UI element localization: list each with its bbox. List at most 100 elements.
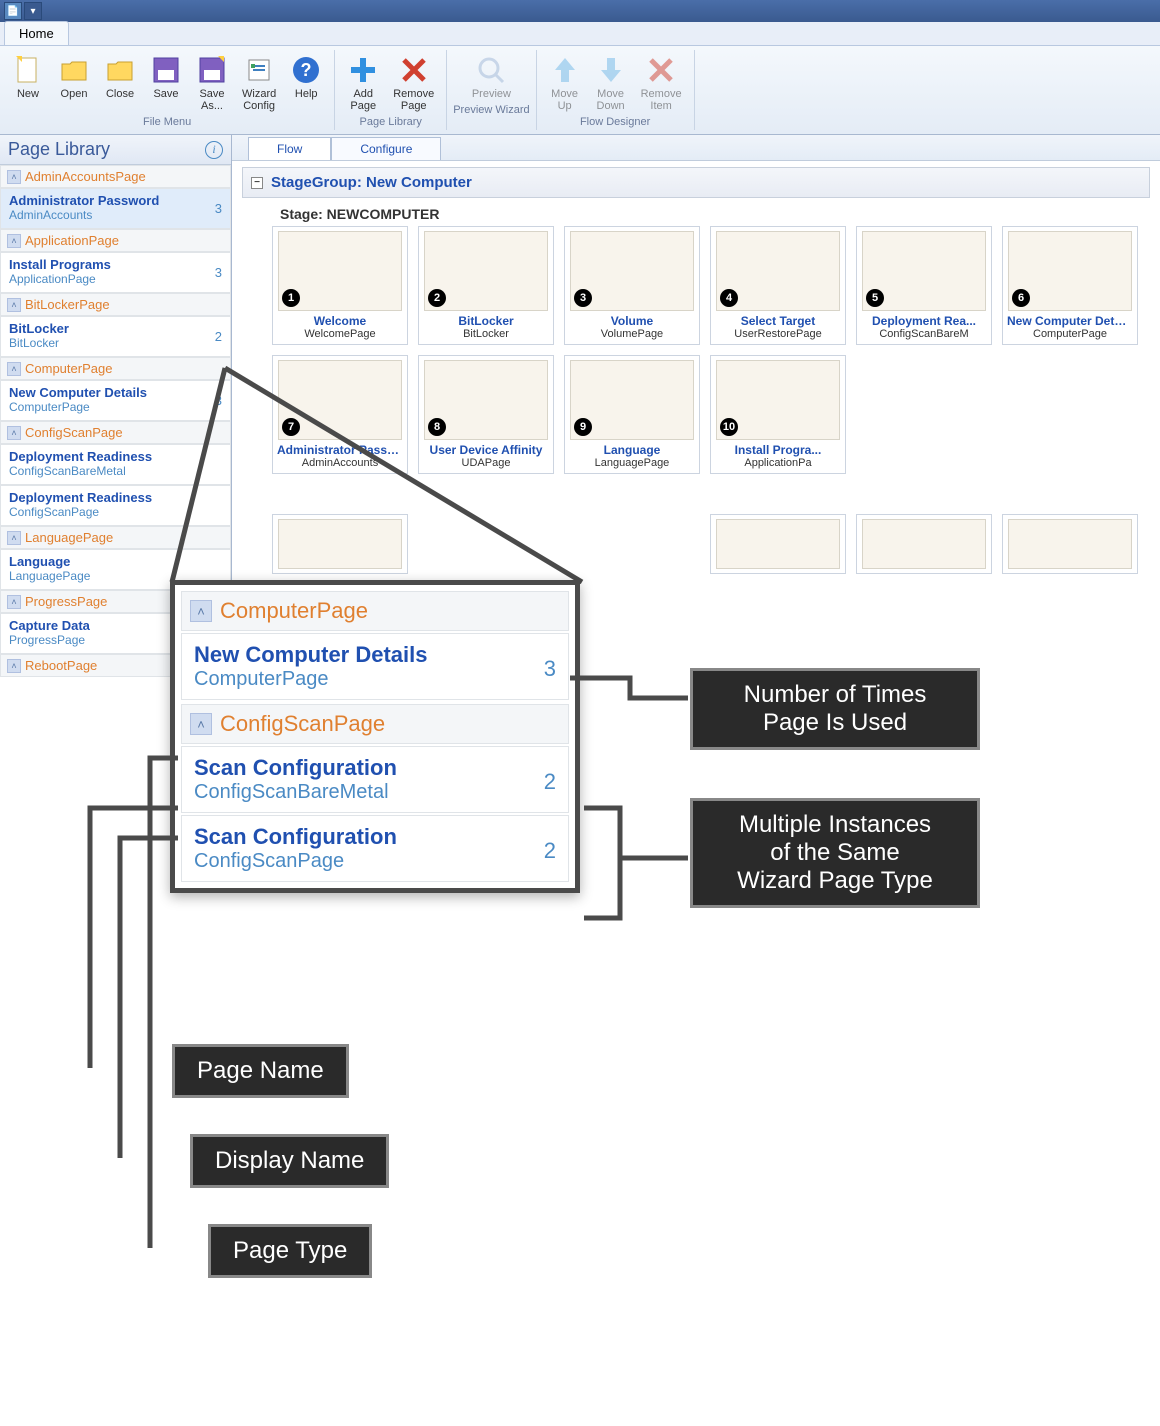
thumbnail[interactable] — [710, 514, 846, 574]
thumbnail-3[interactable]: 3VolumeVolumePage — [564, 226, 700, 345]
preview-icon — [475, 54, 507, 86]
page-name: Administrator Password — [9, 193, 159, 208]
thumbnail-1[interactable]: 1WelcomeWelcomePage — [272, 226, 408, 345]
thumb-subtitle: VolumePage — [569, 328, 695, 340]
thumb-title: New Computer Details — [1007, 314, 1133, 328]
thumb-subtitle: BitLocker — [423, 328, 549, 340]
chevron-up-icon: ˄ — [7, 170, 21, 184]
group-name: ApplicationPage — [25, 233, 119, 248]
tab-flow[interactable]: Flow — [248, 137, 331, 160]
thumb-title: Welcome — [277, 314, 403, 328]
group-name: ProgressPage — [25, 594, 107, 609]
sidebar-group-header[interactable]: ˄ConfigScanPage — [0, 421, 231, 444]
down-icon — [595, 54, 627, 86]
zoom-page-type: ConfigScanPage — [194, 850, 397, 873]
ribbon-btn-label: WizardConfig — [242, 88, 276, 112]
ribbon-btn-preview: Preview — [466, 52, 517, 102]
sidebar-page-item[interactable]: Deployment ReadinessConfigScanPage — [0, 485, 231, 526]
thumbnail-7[interactable]: 7Administrator Passw...AdminAccounts — [272, 355, 408, 474]
page-count: 3 — [215, 257, 222, 280]
sidebar-group-header[interactable]: ˄ComputerPage — [0, 357, 231, 380]
thumb-number: 1 — [282, 289, 300, 307]
thumb-number: 7 — [282, 418, 300, 436]
remove-icon — [398, 54, 430, 86]
ribbon-btn-save[interactable]: Save — [144, 52, 188, 114]
sidebar-page-item[interactable]: Deployment ReadinessConfigScanBareMetal — [0, 444, 231, 485]
page-type: AdminAccounts — [9, 208, 159, 222]
ribbon-btn-wizard-config[interactable]: WizardConfig — [236, 52, 282, 114]
thumbnail-6[interactable]: 6New Computer DetailsComputerPage — [1002, 226, 1138, 345]
ribbon-group: AddPageRemovePagePage Library — [335, 50, 447, 130]
sidebar-page-item[interactable]: Capture DataProgressPage — [0, 613, 231, 654]
thumbnail[interactable] — [1002, 514, 1138, 574]
thumb-preview: 1 — [278, 231, 402, 311]
thumbnail-4[interactable]: 4Select TargetUserRestorePage — [710, 226, 846, 345]
ribbon-btn-close[interactable]: Close — [98, 52, 142, 114]
zoom-count: 2 — [544, 824, 556, 864]
thumb-title: Administrator Passw... — [277, 443, 403, 457]
thumb-title: Select Target — [715, 314, 841, 328]
thumb-subtitle: LanguagePage — [569, 457, 695, 469]
page-type: ConfigScanBareMetal — [9, 464, 152, 478]
thumb-title: Deployment Rea... — [861, 314, 987, 328]
sidebar-page-item[interactable]: BitLockerBitLocker2 — [0, 316, 231, 357]
zoom-page-name: Scan Configuration — [194, 755, 397, 781]
sidebar-page-item[interactable]: Administrator PasswordAdminAccounts3 — [0, 188, 231, 229]
thumb-subtitle: ComputerPage — [1007, 328, 1133, 340]
ribbon-btn-open[interactable]: Open — [52, 52, 96, 114]
thumbnail-9[interactable]: 9 LanguageLanguagePage — [564, 355, 700, 474]
ribbon-btn-label: Help — [295, 88, 318, 100]
ribbon-btn-move-down: MoveDown — [589, 52, 633, 114]
save-icon — [150, 54, 182, 86]
sidebar-group-header[interactable]: ˄LanguagePage — [0, 526, 231, 549]
thumbnail[interactable] — [272, 514, 408, 574]
sidebar-group-header[interactable]: ˄RebootPage — [0, 654, 231, 677]
title-bar: 📄 ▾ — [0, 0, 1160, 22]
group-name: BitLockerPage — [25, 297, 110, 312]
ribbon-btn-label: Close — [106, 88, 134, 100]
thumb-number: 9 — [574, 418, 592, 436]
stagegroup-header[interactable]: − StageGroup: New Computer — [242, 167, 1150, 198]
ribbon-btn-remove-page[interactable]: RemovePage — [387, 52, 440, 114]
sidebar-group-header[interactable]: ˄ApplicationPage — [0, 229, 231, 252]
sidebar-group-header[interactable]: ˄AdminAccountsPage — [0, 165, 231, 188]
thumb-title: Language — [569, 443, 695, 457]
sidebar-page-item[interactable]: LanguageLanguagePage — [0, 549, 231, 590]
svg-text:?: ? — [301, 60, 312, 80]
app-dropdown-icon[interactable]: ▾ — [24, 2, 42, 20]
info-icon[interactable]: i — [205, 141, 223, 159]
thumbnail-2[interactable]: 2BitLockerBitLocker — [418, 226, 554, 345]
ribbon-btn-add-page[interactable]: AddPage — [341, 52, 385, 114]
thumbnail[interactable] — [856, 514, 992, 574]
ribbon-btn-label: RemoveItem — [641, 88, 682, 112]
page-name: New Computer Details — [9, 385, 147, 400]
thumb-preview: 5 — [862, 231, 986, 311]
sidebar-page-item[interactable]: New Computer DetailsComputerPage3 — [0, 380, 231, 421]
ribbon-tabs: Home — [0, 22, 1160, 46]
save-as-icon — [196, 54, 228, 86]
ribbon-tab-home[interactable]: Home — [4, 21, 69, 45]
thumb-number: 8 — [428, 418, 446, 436]
zoom-page-item: Scan Configuration ConfigScanBareMetal 2 — [181, 746, 569, 813]
collapse-icon[interactable]: − — [251, 177, 263, 189]
app-menu-icon[interactable]: 📄 — [4, 2, 22, 20]
ribbon-group: MoveUpMoveDownRemoveItemFlow Designer — [537, 50, 695, 130]
page-library-sidebar: Page Library i ˄AdminAccountsPageAdminis… — [0, 135, 232, 715]
page-type: BitLocker — [9, 336, 69, 350]
content-tabs: Flow Configure — [232, 135, 1160, 161]
ribbon-btn-save-as-[interactable]: SaveAs... — [190, 52, 234, 114]
ribbon-btn-new[interactable]: New — [6, 52, 50, 114]
ribbon-btn-help[interactable]: ? Help — [284, 52, 328, 114]
thumb-preview: 8 — [424, 360, 548, 440]
thumbnail-5[interactable]: 5Deployment Rea...ConfigScanBareM — [856, 226, 992, 345]
thumb-preview: 4 — [716, 231, 840, 311]
sidebar-group-header[interactable]: ˄BitLockerPage — [0, 293, 231, 316]
ribbon-group-label: File Menu — [143, 116, 191, 128]
sidebar-page-item[interactable]: Install ProgramsApplicationPage3 — [0, 252, 231, 293]
sidebar-group-header[interactable]: ˄ProgressPage — [0, 590, 231, 613]
thumb-number: 4 — [720, 289, 738, 307]
thumbnail-10[interactable]: 10Install Progra...ApplicationPa — [710, 355, 846, 474]
tab-configure[interactable]: Configure — [331, 137, 441, 160]
thumbnail-8[interactable]: 8User Device AffinityUDAPage — [418, 355, 554, 474]
ribbon-group: PreviewPreview Wizard — [447, 50, 536, 130]
